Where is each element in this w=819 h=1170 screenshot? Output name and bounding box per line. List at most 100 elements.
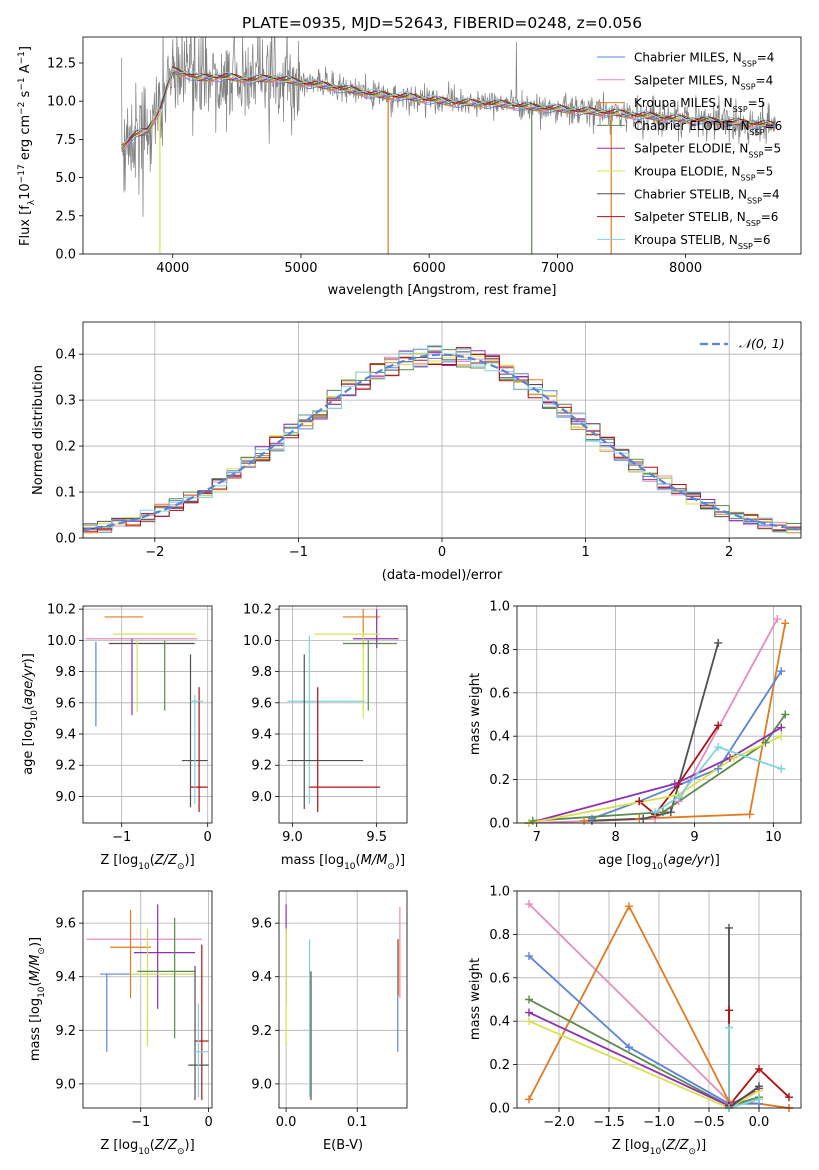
x-tick-label: 9: [690, 830, 698, 845]
massweight_vs_Z-x-label-part: Z [log: [612, 1138, 650, 1153]
mass-vs-ebv-x-label: E(B-V): [323, 1138, 363, 1153]
legend-label: Salpeter MILES, N: [634, 73, 741, 87]
massweight_vs_Z-x-label: Z [log10(Z/Z⊙)]: [612, 1138, 706, 1157]
legend-sub: SSP: [738, 241, 753, 250]
age_vs_mass-plot-area: [287, 609, 399, 813]
series-marker: [725, 1006, 733, 1015]
spectrum-y-label-part: λ: [27, 199, 37, 205]
mass_vs_Z-y-label: mass [log10(M/M⊙)]: [28, 937, 47, 1061]
normal-curve: [83, 353, 799, 531]
y-tick-label: 0.4: [489, 1015, 510, 1030]
y-tick-label: 9.6: [55, 696, 76, 711]
massweight_vs_age-x-label: age [log10(age/yr)]: [598, 853, 720, 872]
age_vs_mass-x-label: mass [log10(M/M⊙)]: [281, 853, 405, 872]
age_vs_mass-x-label-part: 10: [344, 862, 356, 872]
series-marker: [725, 1023, 733, 1032]
legend-entry: Kroupa STELIB, NSSP=6: [634, 233, 771, 251]
x-tick-label: −1.5: [593, 1115, 625, 1130]
histogram-salpeter-stelib: [83, 347, 801, 538]
series-marker: [525, 1095, 533, 1104]
y-tick-label: 10.2: [243, 603, 272, 618]
histogram-kroupa-stelib: [83, 345, 801, 538]
legend-sub: SSP: [741, 173, 756, 182]
massweight_vs_age-frame: [516, 605, 802, 824]
legend-sub: SSP: [742, 59, 757, 68]
y-tick-label: 0.0: [55, 248, 76, 263]
legend-tail: =5: [748, 96, 766, 110]
massweight_vs_Z-plot-area: [528, 903, 790, 1108]
legend-tail: =4: [756, 73, 774, 87]
massweight_vs_Z-x-label-part: Z/Z: [665, 1138, 689, 1153]
x-tick-label: 9.5: [366, 830, 387, 845]
y-tick-label: 9.6: [251, 917, 272, 932]
x-tick-label: 9.0: [282, 830, 303, 845]
y-tick-label: 9.0: [55, 1077, 76, 1092]
legend-sub: SSP: [733, 105, 748, 114]
mass_vs_Z-x-label-part: )]: [185, 1138, 195, 1153]
age_vs_mass-x-label-part: )]: [395, 853, 405, 868]
y-tick-label: 9.2: [55, 1024, 76, 1039]
series-marker: [761, 738, 770, 747]
spectrum-y-label: Flux [fλ10−17 erg cm−2 s−1 A−1]: [17, 46, 37, 246]
mass_vs_Z-frame: [82, 890, 213, 1109]
x-tick-label: 8: [611, 830, 619, 845]
series-marker: [755, 1064, 763, 1073]
series-marker: [781, 619, 790, 628]
series-marker: [525, 900, 533, 909]
legend-sub: SSP: [750, 127, 765, 136]
x-tick-label: −1: [289, 545, 308, 560]
y-tick-label: 0.0: [489, 1102, 510, 1117]
x-tick-label: 5000: [284, 261, 317, 276]
massweight_vs_age-x-label-part: age [log: [598, 853, 651, 868]
y-tick-label: 0.2: [55, 440, 76, 455]
age_vs_Z-x-label-part: )]: [185, 853, 195, 868]
x-tick-label: 1: [581, 545, 589, 560]
series-line-kroupa-stelib: [654, 745, 782, 813]
age_vs_Z-x-label-part: (: [150, 853, 155, 868]
y-tick-label: 0.4: [489, 730, 510, 745]
legend-entry: Kroupa MILES, NSSP=5: [634, 96, 765, 114]
spectrum-y-label-part: s: [18, 90, 33, 101]
y-tick-label: 10.2: [47, 603, 76, 618]
massweight_vs_Z-axes: −2.0 −1.5 −1.0 −0.5 0.0 0.0 0.2 0.4 0.6 0.8 1.0: [489, 885, 801, 1130]
y-tick-label: 1.0: [489, 885, 510, 900]
series-marker: [525, 1017, 533, 1026]
series-marker: [674, 792, 683, 801]
series-line-chabrier-stelib: [728, 927, 760, 1108]
spectrum-frame: [82, 36, 802, 255]
massweight_vs_age-x-label-part: age/yr: [668, 853, 711, 868]
x-tick-label: 0: [204, 830, 212, 845]
mass_vs_ebv-plot-area: [285, 904, 401, 1100]
series-marker: [714, 721, 723, 730]
legend-label: Chabrier MILES, N: [634, 51, 742, 65]
massweight_vs_age-y-label: mass weight: [468, 673, 483, 755]
series-marker: [666, 808, 675, 817]
x-tick-label: 7: [533, 830, 541, 845]
series-marker: [781, 710, 790, 719]
y-tick-label: 9.2: [55, 759, 76, 774]
x-tick-label: −1.0: [643, 1115, 675, 1130]
y-tick-label: 0.0: [489, 817, 510, 832]
y-tick-label: 10.0: [243, 634, 272, 649]
age_vs_Z-y-label: age [log10(age/yr)]: [21, 653, 40, 775]
massweight_vs_Z-x-label-part: ⊙: [688, 1147, 696, 1157]
y-tick-label: 0.0: [55, 532, 76, 547]
spectrum-y-label-part: −1: [17, 77, 27, 90]
age_vs_mass-x-label-part: mass [log: [281, 853, 344, 868]
legend-entry: Chabrier MILES, NSSP=4: [634, 51, 774, 69]
y-tick-label: 0.6: [489, 686, 510, 701]
series-line-kroupa-elodie: [528, 1020, 760, 1108]
series-marker: [777, 723, 786, 732]
mass_vs_Z-y-label-part: (: [28, 981, 43, 986]
y-tick-label: 0.3: [55, 394, 76, 409]
series-marker: [729, 753, 738, 762]
y-tick-label: 9.8: [55, 665, 76, 680]
series-marker: [525, 952, 533, 961]
x-tick-label: −2.0: [543, 1115, 575, 1130]
age_vs_Z-y-label-part: age [log: [21, 722, 36, 775]
y-tick-label: 9.0: [251, 1077, 272, 1092]
spectrum-y-label-part: −2: [17, 102, 27, 115]
series-marker: [635, 797, 644, 806]
x-tick-label: 7000: [541, 261, 574, 276]
